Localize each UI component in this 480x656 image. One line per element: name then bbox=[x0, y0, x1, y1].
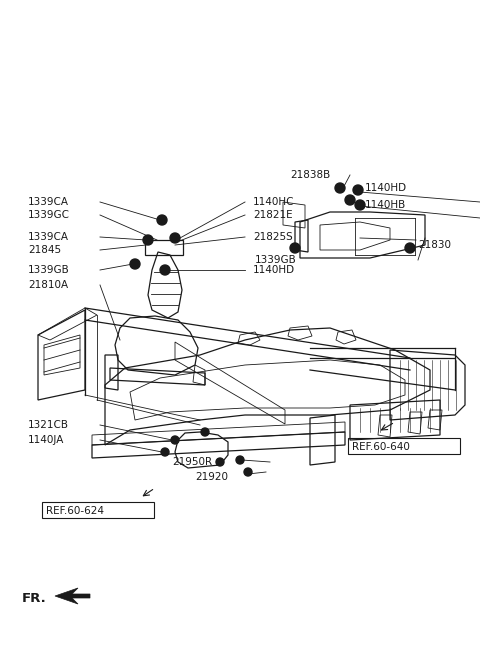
Text: 1339CA: 1339CA bbox=[28, 197, 69, 207]
Polygon shape bbox=[55, 588, 90, 604]
Bar bbox=[42, 502, 154, 518]
Text: 1140HD: 1140HD bbox=[365, 183, 407, 193]
Text: 1140HB: 1140HB bbox=[365, 200, 406, 210]
Circle shape bbox=[143, 235, 153, 245]
Text: 21838B: 21838B bbox=[290, 170, 330, 180]
Text: 21810A: 21810A bbox=[28, 280, 68, 290]
Text: 1140HD: 1140HD bbox=[253, 265, 295, 275]
Circle shape bbox=[201, 428, 209, 436]
Text: FR.: FR. bbox=[22, 592, 47, 604]
Circle shape bbox=[244, 468, 252, 476]
Text: 1339GB: 1339GB bbox=[28, 265, 70, 275]
Text: 21821E: 21821E bbox=[253, 210, 293, 220]
Text: 21825S: 21825S bbox=[253, 232, 293, 242]
Circle shape bbox=[355, 200, 365, 210]
Text: 21830: 21830 bbox=[418, 240, 451, 250]
Text: 1339GC: 1339GC bbox=[28, 210, 70, 220]
Text: 21920: 21920 bbox=[195, 472, 228, 482]
Circle shape bbox=[216, 458, 224, 466]
Text: 1140JA: 1140JA bbox=[28, 435, 64, 445]
Circle shape bbox=[345, 195, 355, 205]
Text: REF.60-624: REF.60-624 bbox=[46, 506, 104, 516]
Circle shape bbox=[161, 448, 169, 456]
Text: REF.60-640: REF.60-640 bbox=[352, 442, 410, 452]
Circle shape bbox=[170, 233, 180, 243]
Circle shape bbox=[157, 215, 167, 225]
Text: 1339CA: 1339CA bbox=[28, 232, 69, 242]
Circle shape bbox=[236, 456, 244, 464]
Bar bbox=[348, 438, 460, 454]
Circle shape bbox=[171, 436, 179, 444]
Text: 21845: 21845 bbox=[28, 245, 61, 255]
Circle shape bbox=[130, 259, 140, 269]
Circle shape bbox=[353, 185, 363, 195]
Circle shape bbox=[335, 183, 345, 193]
Text: 1140HC: 1140HC bbox=[253, 197, 295, 207]
Circle shape bbox=[160, 265, 170, 275]
Text: 1321CB: 1321CB bbox=[28, 420, 69, 430]
Text: 21950R: 21950R bbox=[172, 457, 212, 467]
Circle shape bbox=[405, 243, 415, 253]
Text: 1339GB: 1339GB bbox=[255, 255, 297, 265]
Circle shape bbox=[290, 243, 300, 253]
